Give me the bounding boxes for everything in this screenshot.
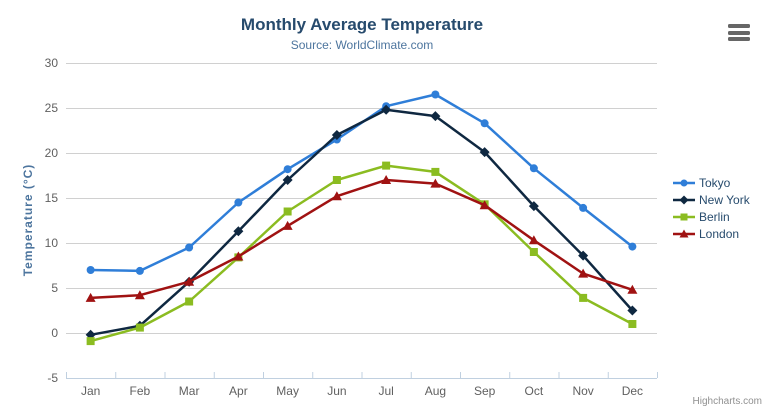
y-axis-label: 5 [51,281,58,295]
series-line-tokyo [89,93,634,273]
data-point-london[interactable] [184,276,195,286]
data-point-new-york[interactable] [381,104,392,115]
data-point-london[interactable] [331,191,342,201]
data-point-berlin[interactable] [382,161,391,170]
data-point-london[interactable] [233,251,244,261]
y-axis-label: -5 [47,371,58,385]
legend-item-label: London [699,226,740,241]
x-axis-label: Jun [327,384,346,398]
data-point-new-york[interactable] [578,250,589,261]
data-point-tokyo[interactable] [135,266,144,275]
legend-item-label: Tokyo [699,175,731,190]
legend-marker-shape [680,213,688,220]
legend-marker-square-icon [673,213,695,220]
y-axis-label: 15 [45,191,59,205]
x-axis-label: Apr [229,384,248,398]
data-point-london[interactable] [85,292,96,302]
legend-item-label: Berlin [699,209,730,224]
data-point-new-york[interactable] [430,111,441,122]
data-point-new-york[interactable] [233,226,244,237]
y-axis-label: 10 [45,236,59,250]
credits-link[interactable]: Highcharts.com [692,396,762,407]
data-point-new-york[interactable] [627,305,638,316]
data-point-berlin[interactable] [579,293,588,302]
x-axis-label: Nov [572,384,593,398]
data-point-berlin[interactable] [283,207,292,216]
legend: Tokyo New York Berlin London [673,174,750,242]
data-point-new-york[interactable] [331,130,342,140]
x-axis-label: Feb [130,384,151,398]
data-point-berlin[interactable] [185,297,194,306]
data-point-london[interactable] [430,178,441,188]
x-axis-label: May [276,384,299,398]
x-axis-label: Dec [622,384,643,398]
data-point-london[interactable] [282,220,293,230]
data-point-tokyo[interactable] [86,266,95,274]
x-axis-label: Jul [378,384,393,398]
legend-item-tokyo[interactable]: Tokyo [673,174,750,191]
x-axis-label: Mar [179,384,200,398]
data-point-berlin[interactable] [628,320,637,328]
data-point-berlin[interactable] [86,337,95,346]
legend-marker-shape [679,195,689,204]
data-point-berlin[interactable] [332,176,341,184]
series-line-berlin [89,164,634,343]
data-point-london[interactable] [528,235,539,245]
hamburger-menu-icon [728,24,750,28]
data-point-tokyo[interactable] [579,203,588,212]
data-point-berlin[interactable] [431,167,440,176]
y-axis-label: 20 [45,146,59,160]
x-axis-label: Jan [81,384,100,398]
series-line-london [89,178,634,300]
legend-marker-triangle-icon [673,229,695,237]
data-point-tokyo[interactable] [529,164,538,173]
export-menu-button[interactable] [726,22,752,43]
x-axis-label: Sep [474,384,496,398]
legend-marker-circle-icon [673,179,695,186]
data-point-london[interactable] [578,268,589,278]
legend-marker-shape [679,229,689,237]
legend-marker-diamond-icon [673,195,695,204]
x-axis-label: Oct [525,384,544,398]
data-point-tokyo[interactable] [283,165,292,174]
legend-item-berlin[interactable]: Berlin [673,208,750,225]
data-point-berlin[interactable] [135,323,144,332]
data-point-tokyo[interactable] [185,243,194,252]
data-point-new-york[interactable] [282,175,293,185]
data-point-new-york[interactable] [528,201,539,212]
data-point-london[interactable] [627,284,638,294]
series-line-new-york [89,108,634,337]
legend-item-label: New York [699,192,750,207]
y-axis-label: 30 [45,56,59,70]
x-axis-label: Aug [425,384,446,398]
legend-item-new-york[interactable]: New York [673,191,750,208]
data-point-tokyo[interactable] [628,242,637,251]
data-point-tokyo[interactable] [431,90,440,99]
y-axis-label: 0 [51,326,58,340]
chart-subtitle: Source: WorldClimate.com [290,38,434,52]
hamburger-menu-icon [728,30,750,35]
data-point-london[interactable] [134,290,145,300]
data-point-new-york[interactable] [479,147,490,158]
data-point-tokyo[interactable] [234,198,243,207]
data-point-london[interactable] [479,200,490,210]
data-point-london[interactable] [381,175,392,184]
chart-title: Monthly Average Temperature [240,15,484,34]
y-axis-label: 25 [45,101,59,115]
data-point-tokyo[interactable] [480,119,489,128]
legend-item-london[interactable]: London [673,225,750,242]
legend-marker-shape [680,179,688,186]
hamburger-menu-icon [728,37,750,41]
data-point-berlin[interactable] [529,248,538,256]
